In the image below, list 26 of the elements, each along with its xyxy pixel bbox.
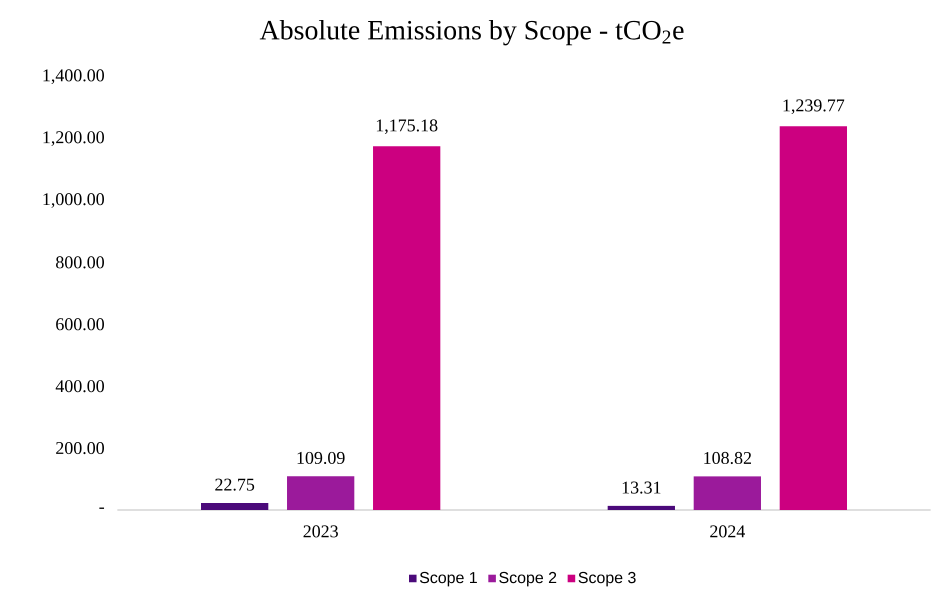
legend-label: Scope 1 bbox=[420, 572, 477, 586]
y-tick-label: 800.00 bbox=[56, 256, 104, 268]
bar bbox=[780, 126, 847, 510]
data-label: 22.75 bbox=[215, 478, 254, 491]
y-tick-label: 1,000.00 bbox=[43, 193, 104, 208]
bar bbox=[694, 476, 761, 510]
data-label: 109.09 bbox=[298, 452, 345, 464]
y-tick-label: 400.00 bbox=[56, 380, 104, 392]
data-label: 1,239.77 bbox=[784, 99, 844, 114]
y-tick-label: 1,400.00 bbox=[43, 69, 104, 84]
bar bbox=[373, 146, 440, 510]
bar bbox=[608, 506, 675, 510]
x-tick-label: 2024 bbox=[710, 525, 745, 538]
bar bbox=[201, 502, 268, 510]
y-tick-label: 1,200.00 bbox=[43, 131, 104, 146]
y-tick-label: 200.00 bbox=[56, 442, 104, 454]
y-tick-label: - bbox=[99, 508, 104, 509]
chart-title: Absolute Emissions by Scope - tCO$_{2}$e bbox=[260, 20, 684, 46]
bar bbox=[287, 476, 354, 510]
x-tick-label: 2023 bbox=[304, 525, 338, 538]
data-label: 1,175.18 bbox=[376, 119, 438, 134]
y-tick-label: 600.00 bbox=[56, 318, 104, 330]
legend-label: Scope 3 bbox=[578, 572, 636, 586]
data-label: 13.31 bbox=[622, 482, 660, 494]
legend-label: Scope 2 bbox=[499, 572, 556, 586]
data-label: 108.82 bbox=[704, 452, 752, 464]
